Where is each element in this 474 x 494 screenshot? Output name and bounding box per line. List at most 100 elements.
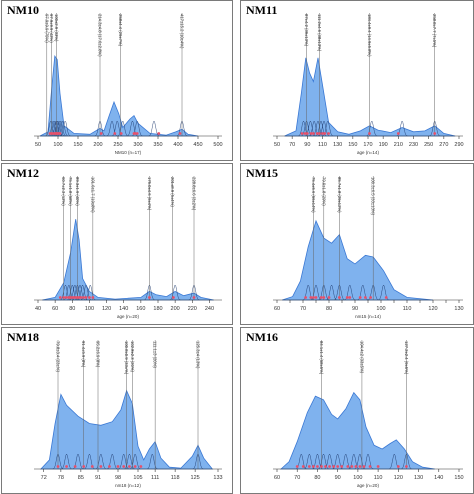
peak-label: 111.2±4.6 (38±13%) bbox=[317, 14, 322, 52]
age-marker bbox=[312, 296, 315, 299]
kde-area bbox=[42, 219, 214, 301]
x-tick-label: 125 bbox=[191, 475, 200, 481]
x-tick-label: 130 bbox=[414, 475, 423, 481]
x-tick-label: 130 bbox=[333, 142, 342, 148]
age-marker bbox=[73, 465, 77, 468]
x-tick-label: 100 bbox=[53, 142, 62, 148]
peak-label: 175.0±4.6 (5±4%) bbox=[147, 177, 152, 211]
panel-nm18: 79.8±3.4 (23±%) 91.4±5.9 (8%) 95.2±6.9 (8%… bbox=[1, 327, 233, 494]
age-curve bbox=[146, 453, 158, 470]
age-curve bbox=[59, 120, 71, 137]
x-tick-label: 98 bbox=[115, 475, 121, 481]
x-tick-label: 240 bbox=[205, 306, 214, 312]
x-tick-label: 70 bbox=[300, 306, 306, 312]
x-tick-label: 160 bbox=[136, 306, 145, 312]
age-marker bbox=[88, 296, 91, 299]
panel-nm11: 87±4.2 (39±13%) 111.2±4.6 (38±13%) 184.4±9… bbox=[240, 0, 474, 161]
peak-label: 75.1±1.8 (58%) bbox=[68, 177, 73, 206]
peak-label: 75.4±5.6 (56±14%) bbox=[311, 177, 316, 213]
age-marker bbox=[116, 465, 120, 468]
age-marker bbox=[362, 465, 366, 468]
age-marker bbox=[340, 465, 344, 468]
age-marker bbox=[305, 132, 309, 135]
x-tick-label: 250 bbox=[424, 142, 433, 148]
age-marker bbox=[312, 132, 315, 135]
x-tick-label: 80 bbox=[326, 306, 332, 312]
age-marker bbox=[318, 132, 321, 135]
age-marker bbox=[300, 132, 304, 135]
x-tick-label: 120 bbox=[428, 306, 437, 312]
x-tick-label: 133 bbox=[213, 475, 222, 481]
peak-label: 95.2±6.9 (8%) bbox=[96, 341, 101, 368]
age-marker bbox=[321, 132, 324, 135]
age-marker bbox=[192, 296, 196, 299]
x-tick-label: 190 bbox=[379, 142, 388, 148]
age-marker bbox=[323, 132, 327, 135]
panel-title: NM12 bbox=[7, 166, 39, 180]
age-marker bbox=[354, 465, 358, 468]
x-axis-label: age (n=20) bbox=[357, 483, 379, 488]
age-marker bbox=[64, 296, 68, 299]
age-marker bbox=[82, 465, 86, 468]
x-tick-label: 50 bbox=[274, 142, 280, 148]
panel-title: NM16 bbox=[246, 330, 278, 344]
x-tick-label: 350 bbox=[153, 142, 162, 148]
x-tick-label: 300 bbox=[133, 142, 142, 148]
chart-nm12: 60.7±2.3 (12%) 75.1±1.8 (58%) 89.3±1.9 (40… bbox=[34, 176, 222, 319]
age-marker bbox=[122, 465, 126, 468]
panel-title: NM10 bbox=[7, 3, 39, 17]
age-marker bbox=[345, 296, 349, 299]
chart-nm10: 97.9±9.9 (75%) 97.9±9.9 (43%) 100±2.9 (33%… bbox=[34, 13, 223, 155]
peak-label: 101.6±1.7 (19±8%) bbox=[90, 177, 95, 213]
peak-label: 417±15.2 (10±4%) bbox=[180, 14, 185, 49]
peak-label: 258.8±7.7 (7±5%) bbox=[432, 14, 437, 48]
age-curve bbox=[366, 120, 378, 137]
age-marker bbox=[178, 132, 182, 135]
age-marker bbox=[396, 132, 400, 135]
panel-title: NM15 bbox=[246, 166, 278, 180]
x-tick-label: 80 bbox=[314, 475, 320, 481]
age-marker bbox=[301, 465, 305, 468]
age-marker bbox=[135, 132, 139, 135]
x-tick-label: 60 bbox=[274, 475, 280, 481]
age-marker bbox=[433, 132, 437, 135]
age-marker bbox=[332, 465, 336, 468]
x-tick-label: 105 bbox=[133, 475, 142, 481]
peak-label: 60.7±2.3 (12%) bbox=[61, 177, 66, 206]
x-tick-label: 85 bbox=[78, 475, 84, 481]
age-curve bbox=[61, 453, 72, 470]
x-tick-label: 70 bbox=[294, 475, 300, 481]
panel-nm10: 97.9±9.9 (75%) 97.9±9.9 (43%) 100±2.9 (33%… bbox=[1, 0, 233, 161]
peak-label: 97.9±9.9 (75%) bbox=[44, 14, 49, 43]
age-marker bbox=[90, 465, 94, 468]
peak-label: 258±4.4 (29±7%) bbox=[118, 14, 123, 47]
kde-area bbox=[279, 391, 435, 470]
x-tick-label: 140 bbox=[434, 475, 443, 481]
age-marker bbox=[358, 465, 362, 468]
x-tick-label: 200 bbox=[171, 306, 180, 312]
peak-label: 201±8.9 (5±4%) bbox=[170, 177, 175, 207]
age-marker bbox=[316, 465, 319, 468]
x-tick-label: 110 bbox=[374, 475, 383, 481]
age-marker bbox=[65, 465, 68, 468]
x-axis-label: nm18 (n=12) bbox=[115, 483, 141, 488]
peak-label: 184.4±9.4 (14.9±5.8%) bbox=[367, 14, 372, 57]
age-marker bbox=[56, 465, 60, 468]
age-curve bbox=[318, 453, 329, 470]
age-curve bbox=[148, 120, 160, 137]
age-marker bbox=[322, 296, 326, 299]
age-marker bbox=[320, 465, 323, 468]
age-marker bbox=[396, 465, 400, 468]
x-tick-label: 150 bbox=[73, 142, 82, 148]
x-tick-label: 78 bbox=[58, 475, 64, 481]
x-tick-label: 150 bbox=[348, 142, 357, 148]
x-tick-label: 70 bbox=[289, 142, 295, 148]
chart-nm15: 75.4±5.6 (56±14%) 79.0±1.8 (29%) 85.7±1.8 … bbox=[273, 176, 464, 319]
peak-label: 85.7±1.8 (29±12%) bbox=[337, 177, 342, 213]
age-curve bbox=[348, 453, 360, 470]
peak-label: 104.4±2 (33±5%) bbox=[359, 341, 364, 374]
x-tick-label: 130 bbox=[454, 306, 463, 312]
age-marker bbox=[350, 465, 354, 468]
age-marker bbox=[368, 465, 372, 468]
x-tick-label: 100 bbox=[85, 306, 94, 312]
